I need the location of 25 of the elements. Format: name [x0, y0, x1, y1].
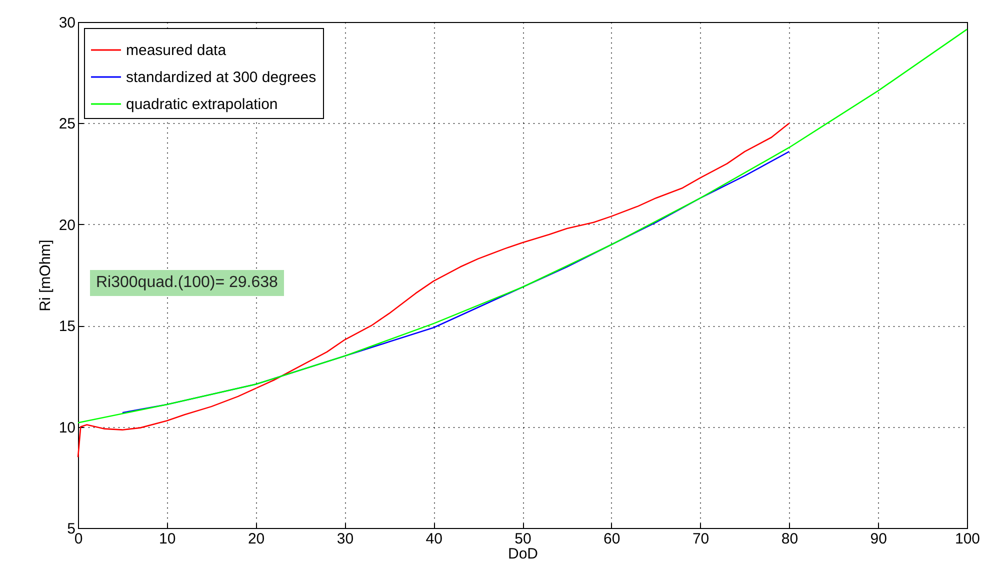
x-tick-label: 70	[692, 530, 710, 548]
y-tick-label: 30	[58, 14, 76, 32]
y-tick-label: 10	[58, 419, 76, 436]
line-series	[77, 28, 968, 424]
x-tick-label: 10	[159, 530, 176, 548]
y-axis-title: Ri [mOhm]	[36, 240, 54, 312]
x-tick-label: 0	[74, 530, 83, 548]
line-series	[77, 122, 790, 458]
x-tick-label: 20	[248, 530, 265, 548]
x-tick-label: 40	[426, 530, 442, 548]
y-tick-label: 15	[58, 318, 76, 336]
x-tick-label: 100	[954, 530, 980, 548]
y-tick-label: 20	[58, 216, 76, 234]
y-tick-label: 5	[67, 520, 76, 538]
x-tick-label: 80	[781, 530, 798, 548]
legend-label: quadratic extrapolation	[126, 96, 278, 113]
legend-label: measured data	[126, 42, 227, 59]
x-tick-label: 30	[336, 530, 354, 548]
x-tick-label: 90	[870, 530, 887, 548]
y-tick-label: 25	[58, 116, 76, 133]
annotation: Ri300quad.(100)= 29.638	[90, 270, 284, 296]
x-axis-title: DoD	[508, 546, 538, 562]
x-tick-label: 60	[604, 530, 620, 548]
x-tick-label: 50	[514, 530, 532, 548]
legend-label: standardized at 300 degrees	[126, 69, 316, 86]
